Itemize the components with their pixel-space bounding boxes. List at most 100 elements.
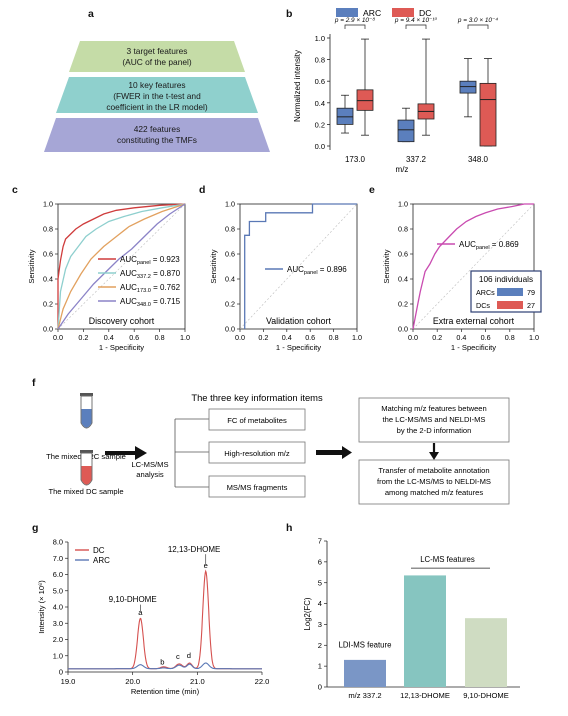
roc-ytick-label: 0.8: [43, 225, 53, 234]
roc-ytick-label: 0.8: [225, 225, 235, 234]
box-dc: [479, 82, 497, 147]
roc-ytick-label: 0.0: [225, 325, 235, 334]
boxplot-ylabel: Normalized intensity: [293, 50, 302, 122]
roc-legend-label: AUC348.0 = 0.715: [120, 297, 181, 308]
roc-xlabel: 1 - Specificity: [276, 343, 321, 352]
step-1-line-1: Matching m/z features between: [381, 404, 487, 413]
roc-ytick-label: 0.4: [43, 275, 53, 284]
box-dc: [356, 89, 374, 111]
chrom-ytick-label: 4.0: [53, 603, 63, 612]
bar-category-label: m/z 337.2: [348, 691, 381, 700]
chrom-trace-arc: [68, 662, 262, 670]
roc-xlabel: 1 - Specificity: [99, 343, 144, 352]
boxplot-category-label: 348.0: [468, 155, 489, 164]
panel-label-a: a: [88, 8, 94, 20]
bar: [344, 659, 386, 687]
chrom-ytick-label: 2.0: [53, 635, 63, 644]
funnel-level-3: [44, 118, 270, 152]
roc-diagonal: [57, 203, 186, 330]
inset-row-label: ARCs: [476, 288, 495, 297]
roc-xtick-label: 0.8: [155, 333, 165, 342]
funnel-level-3-line-1: 422 features: [134, 124, 181, 134]
chrom-ytick-label: 3.0: [53, 619, 63, 628]
inset-row-swatch: [497, 301, 523, 309]
funnel-level-1: [69, 41, 245, 72]
item-box-3: [208, 475, 306, 498]
chrom-ylabel: Intensity (× 10⁶): [37, 580, 46, 634]
roc-curve-panel: [244, 203, 357, 329]
roc-frame: [239, 203, 358, 330]
panel-label-d: d: [199, 184, 205, 196]
bar-ytick-label: 3: [318, 620, 322, 629]
chrom-ytick-label: 1.0: [53, 651, 63, 660]
workflow-title: The three key information items: [191, 392, 323, 403]
box-arc: [459, 80, 477, 94]
bar-ytick-label: 6: [318, 557, 322, 566]
roc-ytick-label: 0.8: [398, 225, 408, 234]
arc-tube-icon: [80, 393, 93, 429]
panel-label-g: g: [32, 522, 38, 534]
roc-xtick-label: 0.2: [432, 333, 442, 342]
item-3-label: MS/MS fragments: [227, 483, 288, 492]
roc-xlabel: 1 - Specificity: [451, 343, 496, 352]
roc-legend-label: AUCpanel = 0.869: [459, 240, 519, 251]
roc-legend-label: AUC173.0 = 0.762: [120, 283, 181, 294]
bracket-connector: [174, 418, 209, 488]
legend-arc-swatch: [336, 8, 358, 17]
workflow-arrow-right-icon: [316, 446, 352, 459]
chrom-ytick-label: 7.0: [53, 554, 63, 563]
bar: [404, 575, 446, 687]
roc-ylabel: Sensitivity: [209, 249, 218, 283]
step-1-line-3: by the 2-D information: [397, 426, 472, 435]
box-arc: [397, 119, 415, 143]
legend-dc-label: DC: [419, 8, 431, 18]
roc-ytick-label: 1.0: [43, 200, 53, 209]
roc-ytick-label: 0.6: [43, 250, 53, 259]
roc-xtick-label: 0.8: [505, 333, 515, 342]
roc-diagonal: [412, 203, 535, 330]
item-box-2: [208, 441, 306, 464]
peak-label: d: [187, 651, 191, 660]
bar-ytick-label: 0: [318, 683, 322, 692]
roc-legend-label: AUCpanel = 0.923: [120, 255, 180, 266]
bar-ytick-label: 1: [318, 662, 322, 671]
roc-ytick-label: 1.0: [225, 200, 235, 209]
roc-cohort-label: Discovery cohort: [89, 316, 155, 326]
roc-xtick-label: 0.6: [305, 333, 315, 342]
boxplot-xlabel: m/z: [396, 165, 409, 174]
roc-xtick-label: 0.4: [456, 333, 466, 342]
chrom-legend-label: DC: [93, 546, 105, 555]
method-label-line-2: analysis: [136, 470, 164, 479]
roc-validation-chart: 0.00.0 0.2 0.2 0.4 0.4 0.6 0.6 0.8 0.8 1.0 1.0 1 - …: [209, 200, 362, 353]
roc-xtick-label: 1.0: [352, 333, 362, 342]
funnel-level-3-line-2: constituting the TMFs: [117, 135, 197, 145]
step-2-line-1: Transfer of metabolite annotation: [378, 466, 489, 475]
chrom-xlabel: Retention time (min): [131, 687, 200, 696]
funnel-level-2-line-3: coefficient in the LR model): [106, 102, 208, 112]
step-1-line-2: the LC-MS/MS and NELDI-MS: [383, 415, 486, 424]
inset-title: 106 individuals: [479, 275, 533, 284]
roc-curve-337-2: [57, 203, 186, 330]
item-box-1: [208, 408, 306, 431]
bar-ylabel: Log2(FC): [303, 597, 312, 630]
boxplot-ytick-label: 0.2: [315, 120, 325, 129]
bar-annotation: LDI-MS feature: [339, 640, 392, 649]
chrom-trace-dc: [68, 569, 262, 670]
roc-ytick-label: 0.4: [225, 275, 235, 284]
roc-xtick-label: 0.4: [282, 333, 292, 342]
roc-xtick-label: 1.0: [529, 333, 539, 342]
item-2-label: High-resolution m/z: [224, 449, 290, 458]
boxplot-ytick-label: 1.0: [315, 34, 325, 43]
panel-label-c: c: [12, 184, 18, 196]
pvalue-label: p = 3.0 × 10⁻⁴: [457, 17, 498, 24]
roc-xtick-label: 0.2: [78, 333, 88, 342]
boxplot-category-label: 173.0: [345, 155, 366, 164]
step-box-2: [358, 459, 510, 505]
roc-xtick-label: 0.8: [329, 333, 339, 342]
compound-label: 12,13-DHOME: [168, 545, 220, 554]
pvalue-bracket: [405, 24, 427, 29]
bar-ytick-label: 7: [318, 537, 322, 546]
chrom-xtick-label: 20.0: [125, 677, 140, 686]
roc-diagonal: [239, 203, 358, 330]
